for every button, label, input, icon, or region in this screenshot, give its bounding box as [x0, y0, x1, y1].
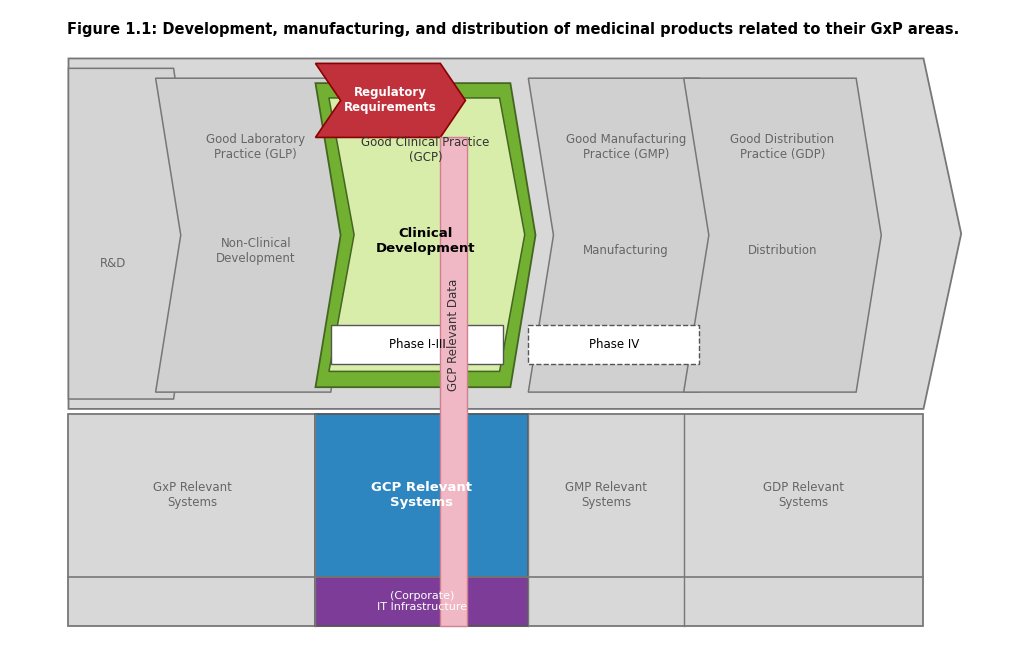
Text: Clinical
Development: Clinical Development: [376, 227, 476, 255]
Polygon shape: [329, 98, 525, 371]
Bar: [315, 577, 528, 626]
Text: Regulatory
Requirements: Regulatory Requirements: [344, 86, 436, 114]
Text: R&D: R&D: [100, 257, 126, 270]
Text: Good Manufacturing
Practice (GMP): Good Manufacturing Practice (GMP): [566, 133, 686, 162]
Text: GCP Relevant Data: GCP Relevant Data: [448, 278, 460, 391]
Bar: [69, 414, 923, 626]
Polygon shape: [528, 78, 724, 392]
Polygon shape: [156, 78, 356, 392]
Text: GMP Relevant
Systems: GMP Relevant Systems: [565, 482, 647, 509]
Text: Manufacturing: Manufacturing: [583, 245, 669, 258]
Text: GDP Relevant
Systems: GDP Relevant Systems: [763, 482, 844, 509]
Text: GxP Relevant
Systems: GxP Relevant Systems: [153, 482, 231, 509]
Text: GCP Relevant
Systems: GCP Relevant Systems: [372, 482, 472, 509]
Text: (Corporate)
IT Infrastructure: (Corporate) IT Infrastructure: [377, 591, 467, 612]
Polygon shape: [69, 58, 961, 409]
Text: Non-Clinical
Development: Non-Clinical Development: [216, 237, 296, 265]
Polygon shape: [315, 64, 465, 138]
Text: Phase IV: Phase IV: [588, 338, 639, 351]
Bar: [331, 325, 503, 365]
Text: Good Distribution
Practice (GDP): Good Distribution Practice (GDP): [730, 133, 835, 162]
Bar: [441, 138, 467, 626]
Bar: [315, 414, 528, 577]
Text: Phase I-III: Phase I-III: [388, 338, 446, 351]
Polygon shape: [684, 78, 881, 392]
Text: Good Laboratory
Practice (GLP): Good Laboratory Practice (GLP): [206, 133, 305, 162]
Text: Figure 1.1: Development, manufacturing, and distribution of medicinal products r: Figure 1.1: Development, manufacturing, …: [68, 22, 959, 37]
Text: Good Clinical Practice
(GCP): Good Clinical Practice (GCP): [362, 136, 490, 164]
Polygon shape: [69, 68, 198, 399]
Polygon shape: [315, 83, 535, 387]
Text: Distribution: Distribution: [748, 245, 817, 258]
Bar: [528, 325, 699, 365]
